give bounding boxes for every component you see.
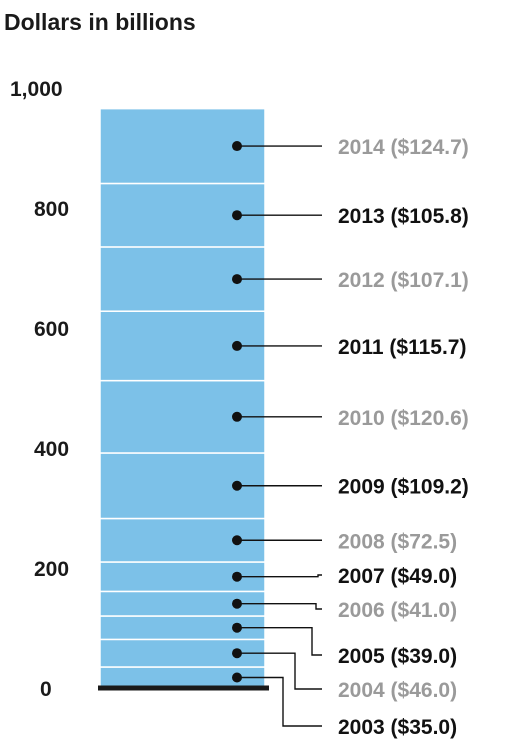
- y-tick-label: 0: [40, 678, 52, 701]
- segment-marker-2012: [232, 274, 242, 285]
- segment-marker-2010: [232, 411, 242, 422]
- segment-label-2011: 2011 ($115.7): [338, 336, 466, 359]
- segment-label-2014: 2014 ($124.7): [338, 136, 469, 159]
- segment-marker-2009: [232, 480, 242, 491]
- y-tick-label: 1,000: [10, 78, 63, 101]
- leader-lines: [237, 145, 322, 727]
- segment-label-2003: 2003 ($35.0): [338, 716, 457, 739]
- leader-line-2006: [237, 603, 322, 610]
- segment-marker-2011: [232, 340, 242, 351]
- segment-labels: 2003 ($35.0) 2004 ($46.0) 2005 ($39.0) 2006…: [338, 136, 469, 739]
- segment-label-2009: 2009 ($109.2): [338, 476, 469, 499]
- segment-label-2012: 2012 ($107.1): [338, 269, 469, 292]
- segment-label-2007: 2007 ($49.0): [338, 565, 457, 588]
- leader-line-2007: [237, 574, 322, 578]
- segment-label-2004: 2004 ($46.0): [338, 679, 457, 702]
- segment-label-2006: 2006 ($41.0): [338, 599, 457, 622]
- segment-label-2010: 2010 ($120.6): [338, 407, 469, 430]
- segment-marker-2013: [232, 210, 242, 221]
- y-axis-label: Dollars in billions: [4, 9, 196, 35]
- segment-marker-2007: [232, 571, 242, 582]
- y-axis-ticks: 0 200 400 600 800 1,000: [10, 78, 69, 701]
- segment-marker-2003: [232, 672, 242, 683]
- leader-line-2004: [237, 652, 322, 690]
- segment-label-2008: 2008 ($72.5): [338, 530, 457, 553]
- segment-marker-2006: [232, 598, 242, 609]
- leader-line-2003: [237, 676, 322, 727]
- y-tick-label: 400: [34, 438, 69, 461]
- y-tick-label: 600: [34, 318, 69, 341]
- y-tick-label: 200: [34, 558, 69, 581]
- y-tick-label: 800: [34, 198, 69, 221]
- segment-marker-2004: [232, 648, 242, 659]
- segment-marker-2014: [232, 141, 242, 152]
- leader-line-2005: [237, 627, 322, 656]
- segment-marker-2005: [232, 622, 242, 633]
- segment-label-2005: 2005 ($39.0): [338, 645, 457, 668]
- segment-label-2013: 2013 ($105.8): [338, 205, 469, 228]
- segment-marker-2008: [232, 535, 242, 546]
- segment-markers: [232, 141, 242, 683]
